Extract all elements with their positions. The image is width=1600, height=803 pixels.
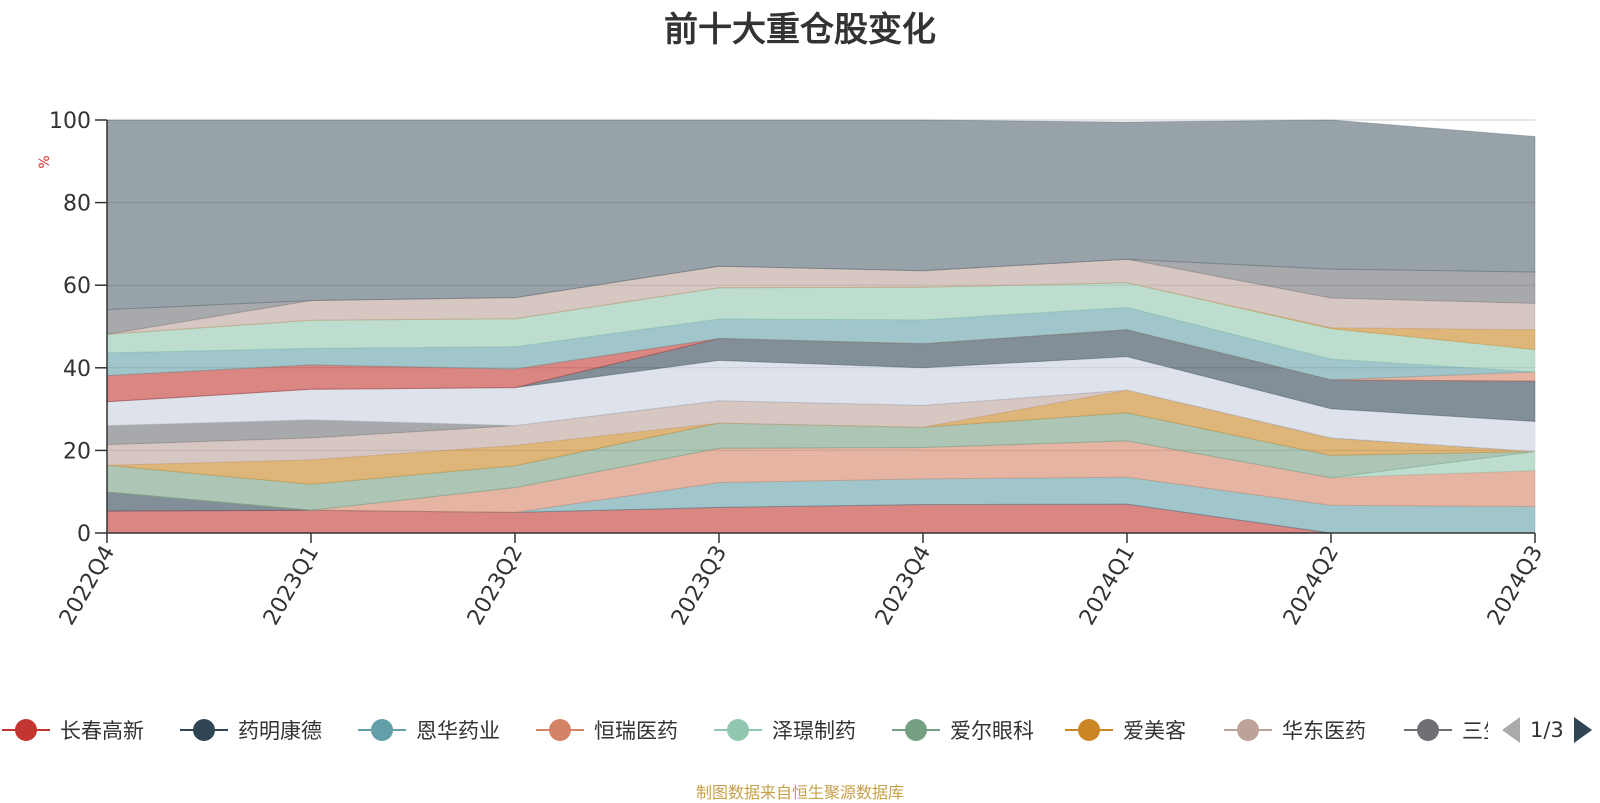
series-area: [106, 440, 1536, 513]
legend-marker-icon: [1065, 719, 1113, 741]
legend-marker-icon: [536, 719, 584, 741]
x-tick-label: 2024Q1: [1075, 542, 1140, 630]
x-tick-label: 2024Q2: [1279, 542, 1344, 630]
legend-item[interactable]: 爱尔眼科: [890, 713, 1034, 747]
legend-label: 华东医药: [1282, 719, 1366, 743]
legend-item[interactable]: 恒瑞医药: [534, 713, 678, 747]
area-layer: [106, 119, 1536, 534]
x-tick-label: 2023Q1: [259, 542, 324, 630]
legend: 长春高新 药明康德 恩华药业 恒瑞医药 泽璟制药 爱尔眼科 爱美客 华东医药 三生国健 1/3: [0, 713, 1600, 747]
series-area: [106, 356, 1536, 453]
legend-marker-icon: [358, 719, 406, 741]
legend-item[interactable]: 长春高新: [0, 713, 144, 747]
y-axis-label: %: [37, 155, 53, 168]
legend-marker-icon: [180, 719, 228, 741]
next-page-icon[interactable]: [1572, 715, 1594, 745]
legend-label: 爱美客: [1123, 719, 1186, 743]
legend-label: 恒瑞医药: [594, 719, 678, 743]
legend-label: 爱尔眼科: [950, 719, 1034, 743]
y-tick-label: 100: [49, 109, 91, 134]
legend-marker-icon: [714, 719, 762, 741]
legend-marker-icon: [1224, 719, 1272, 741]
legend-item[interactable]: 泽璟制药: [712, 713, 856, 747]
legend-marker-icon: [1404, 719, 1452, 741]
y-tick-label: 0: [77, 522, 91, 547]
x-tick-label: 2022Q4: [55, 542, 120, 630]
prev-page-icon[interactable]: [1500, 715, 1522, 745]
legend-label: 恩华药业: [416, 719, 500, 743]
legend-pager: 1/3: [1500, 713, 1594, 747]
legend-item[interactable]: 恩华药业: [356, 713, 500, 747]
data-source-note: 制图数据来自恒生聚源数据库: [695, 783, 904, 802]
legend-label: 长春高新: [60, 719, 144, 743]
legend-item[interactable]: 三生国健: [1402, 713, 1488, 747]
legend-marker-icon: [2, 719, 50, 741]
x-tick-label: 2023Q4: [871, 542, 936, 630]
legend-label: 泽璟制药: [772, 719, 856, 743]
legend-marker-icon: [892, 719, 940, 741]
legend-item[interactable]: 华东医药: [1222, 713, 1366, 747]
legend-item[interactable]: 爱美客: [1063, 713, 1186, 747]
series-area: [106, 440, 1536, 511]
series-area: [106, 119, 1536, 311]
legend-item[interactable]: 药明康德: [178, 713, 322, 747]
y-tick-label: 40: [63, 357, 91, 382]
x-tick-label: 2023Q2: [463, 542, 528, 630]
stacked-area-chart: 0 20 40 60 80 100% 2022Q4 2023Q1 2023Q2 2023Q3 202…: [37, 109, 1548, 630]
legend-page-indicator: 1/3: [1530, 718, 1564, 742]
y-tick-label: 60: [63, 274, 91, 299]
x-tick-label: 2024Q3: [1483, 542, 1548, 630]
y-tick-label: 80: [63, 192, 91, 217]
chart-title: 前十大重仓股变化: [664, 10, 936, 50]
legend-label: 三生国健: [1462, 719, 1488, 743]
y-tick-label: 20: [63, 439, 91, 464]
legend-label: 药明康德: [238, 719, 322, 743]
legend-items: 长春高新 药明康德 恩华药业 恒瑞医药 泽璟制药 爱尔眼科 爱美客 华东医药 三生国健: [0, 713, 1488, 747]
x-tick-label: 2023Q3: [667, 542, 732, 630]
